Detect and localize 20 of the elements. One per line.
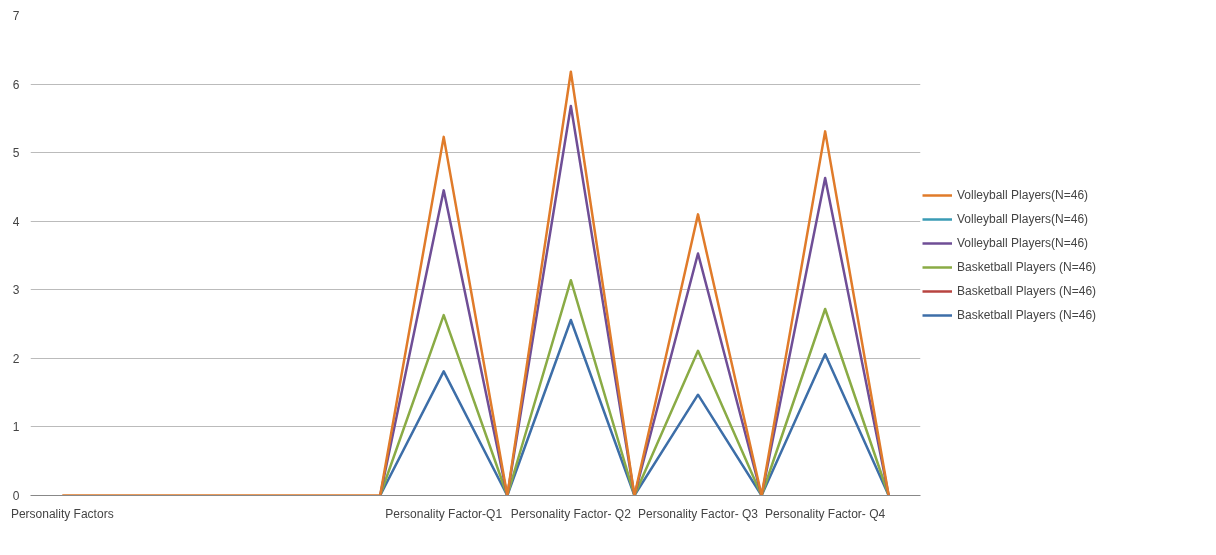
legend-label: Basketball Players (N=46): [957, 308, 1097, 322]
legend-label: Basketball Players (N=46): [957, 284, 1097, 298]
y-tick-label: 6: [12, 77, 20, 92]
y-tick-label: 4: [12, 214, 20, 229]
line-series: [61, 70, 890, 496]
x-tick-label: Personality Factor- Q2: [510, 506, 632, 521]
legend-label: Volleyball Players(N=46): [957, 236, 1089, 250]
legend-label: Volleyball Players(N=46): [957, 212, 1089, 226]
legend-label: Basketball Players (N=46): [957, 260, 1097, 274]
y-tick-label: 7: [12, 9, 20, 23]
y-tick-label: 2: [12, 351, 20, 366]
y-tick-label: 5: [12, 146, 20, 161]
x-tick-label: Personality Factor-Q1: [385, 506, 503, 521]
x-tick-label: Personality Factor- Q3: [637, 506, 759, 521]
y-tick-label: 0: [12, 489, 20, 503]
x-tick-label: Personality Factor- Q4: [765, 506, 886, 521]
x-tick-label: Personality Factors: [10, 506, 114, 521]
legend-label: Volleyball Players(N=46): [957, 188, 1089, 202]
y-tick-label: 3: [12, 283, 20, 298]
y-tick-label: 1: [12, 420, 20, 435]
